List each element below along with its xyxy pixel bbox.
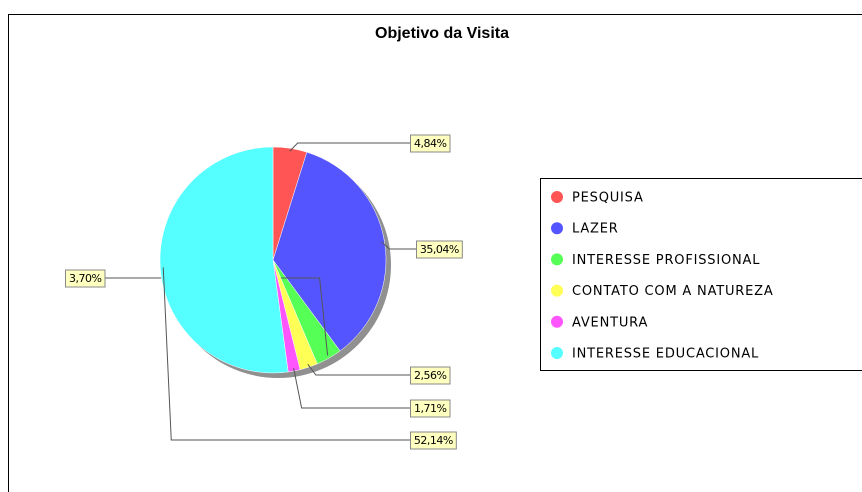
pie-slice xyxy=(159,146,289,374)
legend-marker xyxy=(551,315,563,328)
pie-slice xyxy=(272,151,387,352)
value-label: 52,14% xyxy=(414,434,453,447)
legend-marker xyxy=(551,284,563,297)
value-label: 3,70% xyxy=(69,272,101,285)
value-label: 35,04% xyxy=(420,243,459,256)
value-label-box xyxy=(410,134,451,153)
value-label-box xyxy=(410,399,451,418)
value-label-box xyxy=(416,240,463,259)
legend-box xyxy=(540,178,862,371)
value-label-box xyxy=(65,269,106,288)
legend-label: INTERESSE EDUCACIONAL xyxy=(572,347,759,362)
legend-marker xyxy=(551,191,563,203)
legend-label: AVENTURA xyxy=(572,315,648,330)
value-label-box xyxy=(410,366,451,385)
legend-label: LAZER xyxy=(572,222,619,237)
leader-line xyxy=(162,267,410,441)
legend-marker xyxy=(551,222,563,235)
legend-label: PESQUISA xyxy=(572,191,644,206)
chart-title: Objetivo da Visita xyxy=(375,25,509,42)
value-label: 4,84% xyxy=(414,137,446,150)
legend-label: INTERESSE PROFISSIONAL xyxy=(572,253,760,268)
leader-line xyxy=(381,241,416,250)
leader-line xyxy=(293,367,410,409)
legend-marker xyxy=(551,253,563,266)
leader-line xyxy=(289,142,410,152)
value-label: 1,71% xyxy=(414,402,446,415)
value-label-box xyxy=(410,431,457,450)
legend-label: CONTATO COM A NATUREZA xyxy=(572,284,774,299)
leader-line xyxy=(307,364,410,376)
value-label: 2,56% xyxy=(414,369,446,382)
legend-marker xyxy=(551,347,563,359)
